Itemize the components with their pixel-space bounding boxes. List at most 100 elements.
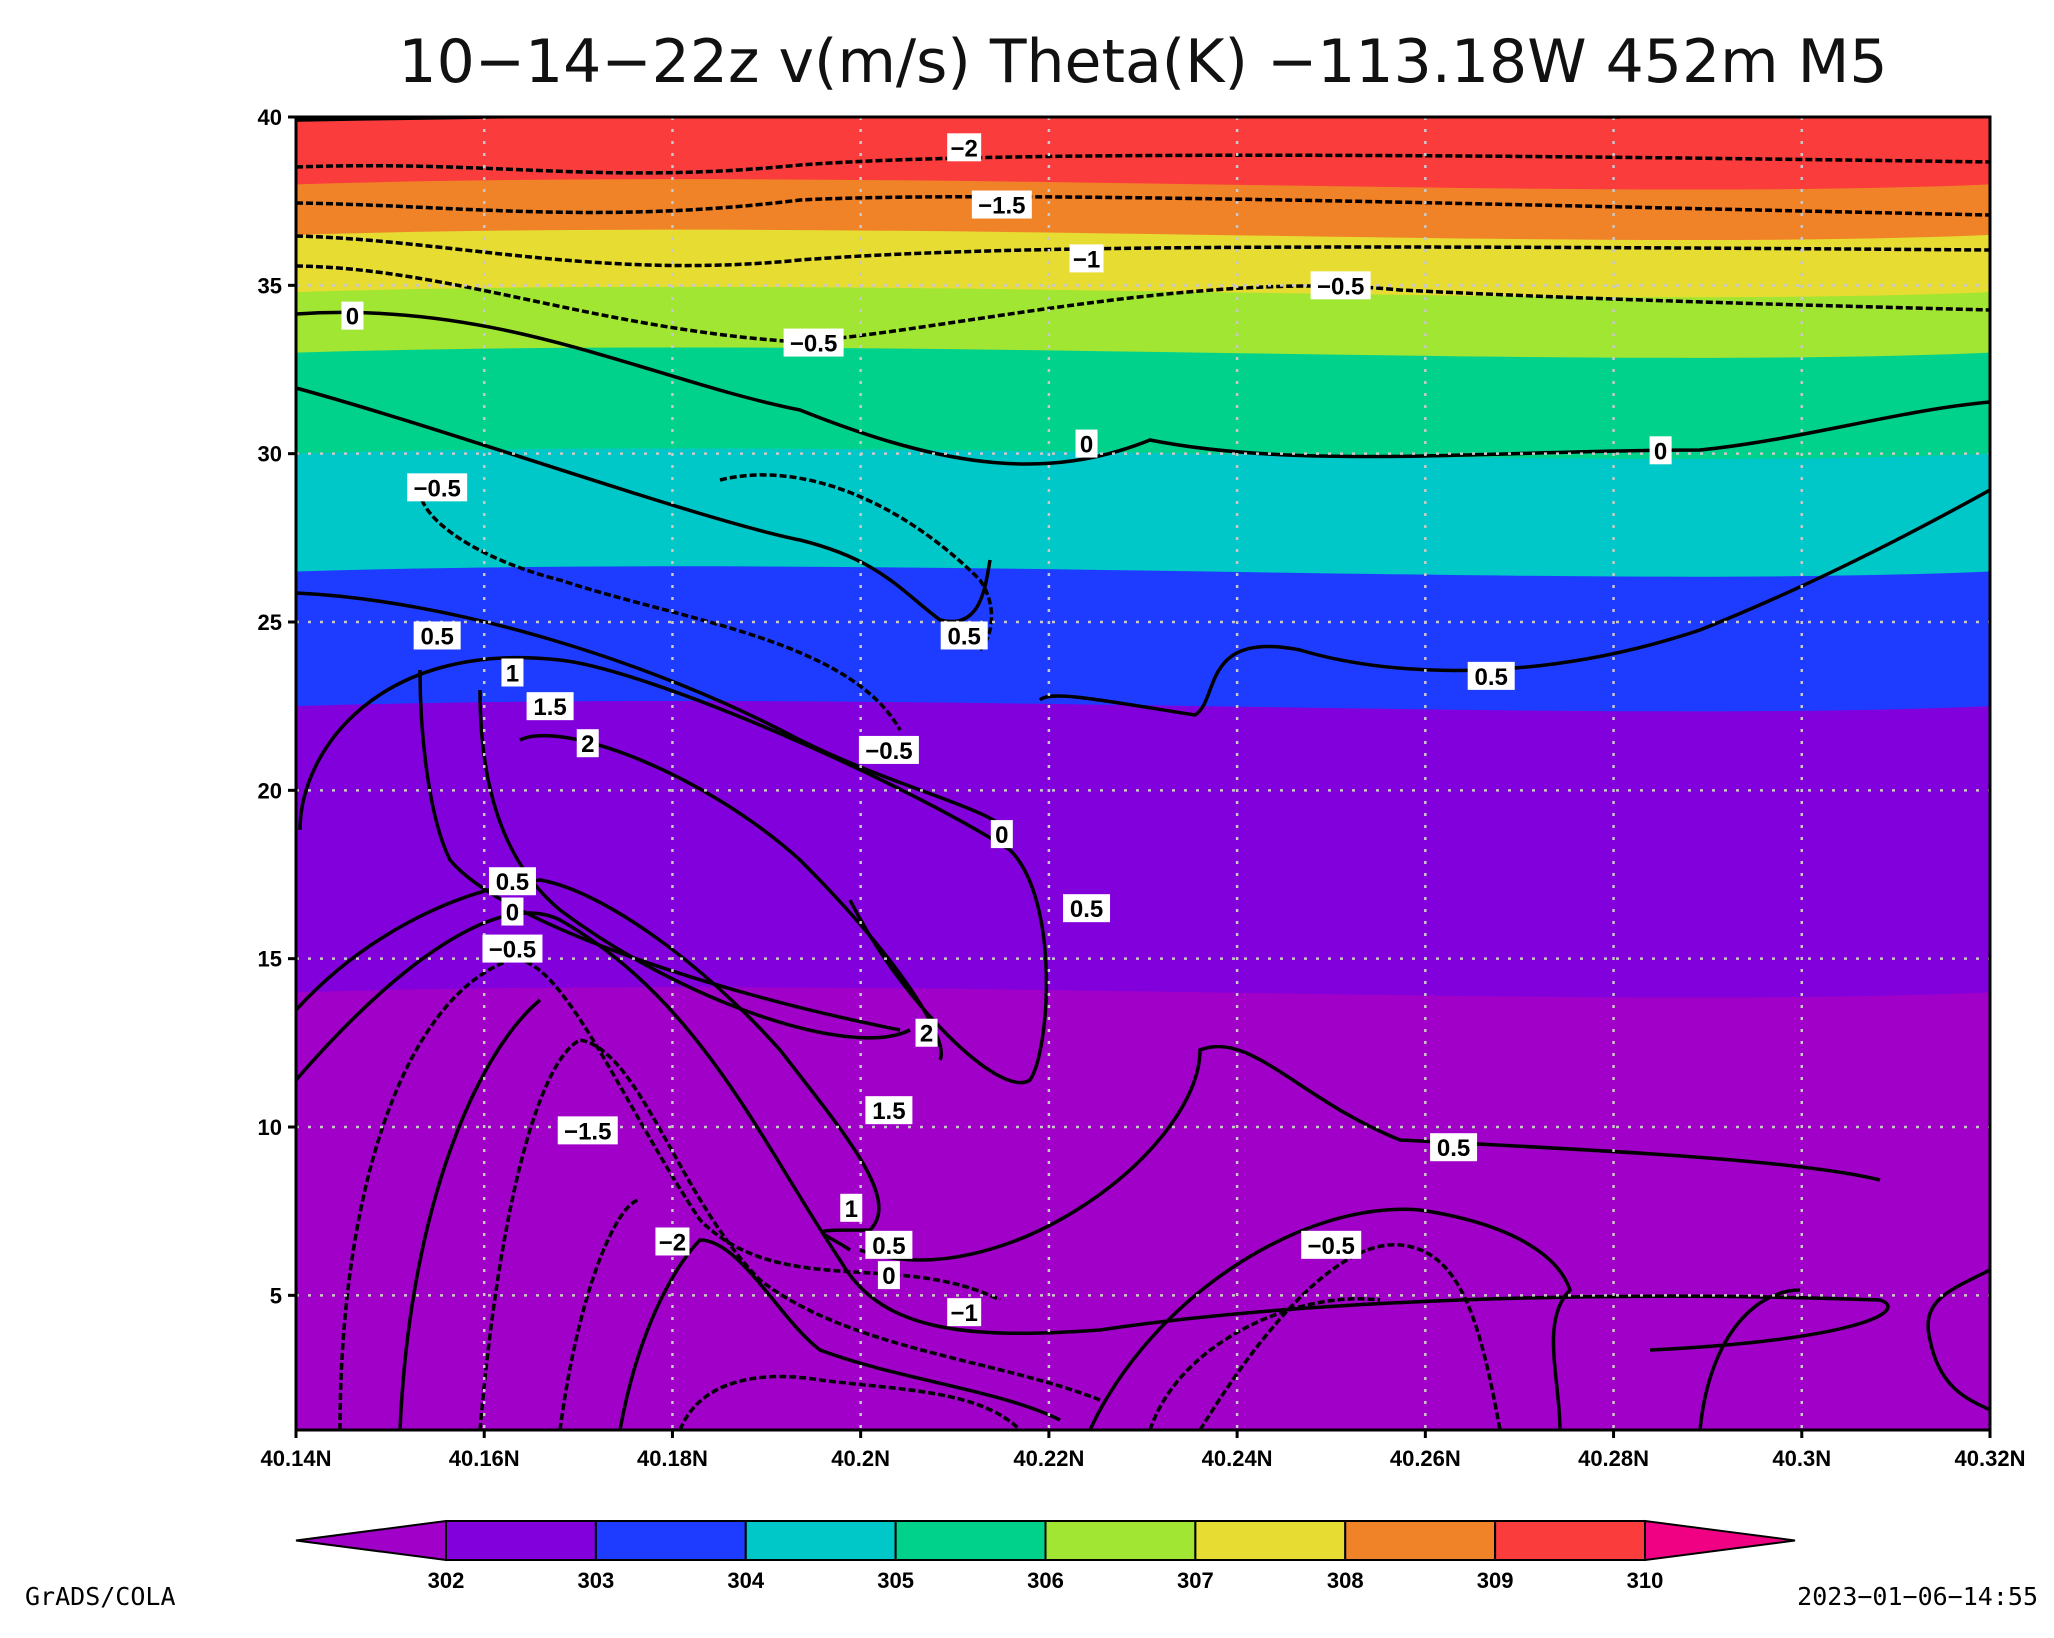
contour-label-bg	[1301, 1230, 1362, 1259]
contour-line	[296, 310, 1990, 466]
colorbar-low-arrow	[295, 1519, 447, 1562]
contour-label-bg	[1063, 894, 1111, 923]
contour-label-bg	[1649, 436, 1672, 465]
colorbar-label: 310	[1627, 1568, 1664, 1593]
contour-line	[296, 878, 881, 1252]
contour-label: 0	[882, 1263, 895, 1290]
contour-label: 0.5	[496, 869, 529, 896]
colorbar-label: 306	[1027, 1568, 1064, 1593]
contour-label: 0.5	[1437, 1135, 1470, 1162]
contour-line	[719, 473, 994, 652]
contour-line	[296, 911, 1890, 1352]
contour-line	[678, 1374, 1022, 1430]
contour-label: −0.5	[790, 331, 837, 358]
x-tick-label: 40.32N	[1955, 1446, 2026, 1471]
contour-line	[859, 1044, 1881, 1262]
contour-label: 0	[1080, 432, 1093, 459]
contour-label-bg	[865, 1096, 913, 1125]
contour-label-bg	[482, 934, 543, 963]
contour-label-bg	[783, 328, 844, 357]
contour-line	[398, 998, 542, 1430]
contour-line	[558, 1198, 641, 1430]
colorbar-label: 304	[727, 1568, 764, 1593]
x-tick-label: 40.24N	[1202, 1446, 1273, 1471]
contour-label: 1.5	[533, 694, 566, 721]
contour-label: 1.5	[872, 1098, 905, 1125]
x-tick-label: 40.14N	[261, 1446, 332, 1471]
contour-label-bg	[557, 1116, 618, 1145]
contour-line	[1926, 1268, 1990, 1412]
contour-label-bg	[940, 621, 988, 650]
x-tick-label: 40.28N	[1578, 1446, 1649, 1471]
contour-line	[1088, 1207, 1573, 1430]
footer-timestamp: 2023−01−06−14:55	[1797, 1582, 2038, 1611]
contour-line	[618, 1238, 1061, 1430]
contour-label-bg	[947, 133, 982, 162]
contour-label-bg	[858, 735, 919, 764]
contour-line	[338, 957, 1001, 1430]
colorbar-label: 302	[428, 1568, 465, 1593]
contour-label: −2	[659, 1229, 686, 1256]
contour-line	[296, 153, 1990, 175]
contour-line	[296, 194, 1990, 217]
contour-label: 0	[995, 822, 1008, 849]
x-tick-label: 40.3N	[1772, 1446, 1831, 1471]
contour-label: 0	[346, 304, 359, 331]
colorbar-label: 309	[1477, 1568, 1514, 1593]
contour-label-bg	[407, 473, 468, 502]
contour-label: 1	[845, 1196, 858, 1223]
colorbar-box	[744, 1520, 897, 1561]
contour-label-bg	[488, 867, 536, 896]
colorbar-label: 305	[877, 1568, 914, 1593]
contour-label-bg	[840, 1193, 863, 1222]
y-tick-label: 25	[258, 610, 282, 635]
x-tick-label: 40.18N	[637, 1446, 708, 1471]
contour-label: 2	[581, 731, 594, 758]
chart-title: 10−14−22z v(m/s) Theta(K) −113.18W 452m …	[398, 27, 1887, 97]
x-axis: 40.14N 40.16N 40.18N 40.2N 40.22N 40.24N 40.26…	[261, 1430, 2026, 1471]
y-tick-label: 35	[258, 273, 282, 298]
y-tick-label: 20	[258, 778, 282, 803]
contour-label: 2	[920, 1021, 933, 1048]
contour-label-bg	[915, 1018, 938, 1047]
contour-labels: −2 −1.5 −1 −0.5 −0.5 0 0 0 −0.5 0.5 0.5 0.5 1 1.5 2 −0.…	[341, 133, 1672, 1327]
x-tick-label: 40.16N	[449, 1446, 520, 1471]
contour-label-bg	[971, 190, 1032, 219]
theta-shaded-layers	[296, 117, 1990, 1430]
contour-label-bg	[341, 301, 364, 330]
contour-line	[478, 689, 911, 1040]
contour-line	[1698, 1288, 1801, 1430]
contour-label: −1	[1073, 246, 1100, 273]
x-tick-label: 40.26N	[1390, 1446, 1461, 1471]
contour-label: 0.5	[1475, 664, 1508, 691]
colorbar-box	[1344, 1520, 1497, 1561]
colorbar-box	[445, 1520, 597, 1561]
contour-label: 0	[506, 900, 519, 927]
contour-label: −0.5	[1317, 273, 1364, 300]
contour-label-bg	[576, 729, 599, 758]
contour-label-bg	[526, 692, 574, 721]
contour-line	[1148, 1297, 1381, 1430]
colorbar-box	[1044, 1520, 1197, 1561]
colorbar-box	[1194, 1520, 1347, 1561]
colorbar-label: 303	[578, 1568, 615, 1593]
x-tick-label: 40.2N	[831, 1446, 890, 1471]
contour-label: −0.5	[489, 937, 536, 964]
contour-line	[418, 489, 902, 731]
contour-line	[298, 655, 1049, 1085]
contour-label-bg	[1075, 429, 1098, 458]
contour-label-bg	[655, 1227, 690, 1256]
y-tick-label: 5	[270, 1283, 282, 1308]
y-tick-label: 10	[258, 1115, 282, 1140]
contour-label-bg	[1310, 271, 1371, 300]
contour-label: −1.5	[978, 193, 1025, 220]
colorbar-box	[594, 1520, 747, 1561]
contour-label: 0.5	[872, 1233, 905, 1260]
contour-line	[296, 264, 1990, 344]
contour-label-bg	[501, 897, 524, 926]
contour-line	[1038, 488, 1990, 717]
contour-label: 0.5	[948, 623, 981, 650]
colorbar-box	[894, 1520, 1047, 1561]
x-tick-label: 40.22N	[1013, 1446, 1084, 1471]
